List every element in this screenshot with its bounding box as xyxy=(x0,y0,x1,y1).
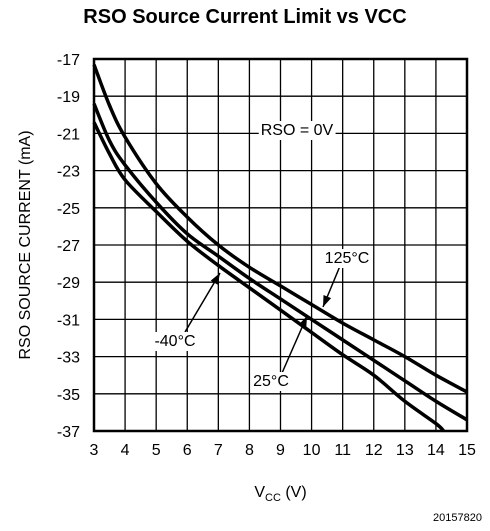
y-tick-label: -19 xyxy=(57,89,80,106)
series-label-2-bg xyxy=(152,332,198,351)
series-line-1 xyxy=(92,102,468,422)
x-tick-labels: 3 4 5 6 7 8 9 10 11 12 13 14 15 xyxy=(90,442,476,459)
x-tick-label: 7 xyxy=(214,442,223,459)
x-tick-label: 10 xyxy=(303,442,321,459)
condition-label-bg xyxy=(258,121,336,140)
x-tick-label: 11 xyxy=(334,442,351,459)
y-tick-labels: -17 -19 -21 -23 -25 -27 -29 -31 -33 -35 -37 xyxy=(57,52,80,441)
series-arrow-0-head xyxy=(323,295,332,307)
series-arrow-2-head xyxy=(210,273,220,285)
y-tick-label: -33 xyxy=(57,350,80,367)
x-axis-title-sub: CC xyxy=(265,492,281,504)
y-tick-label: -35 xyxy=(57,387,80,404)
y-tick-label: -21 xyxy=(57,126,80,143)
series-label-1-bg xyxy=(251,372,291,391)
x-tick-label: 14 xyxy=(427,442,445,459)
x-tick-label: 6 xyxy=(183,442,192,459)
series-label-0: 125°C xyxy=(325,250,370,267)
y-tick-label: -25 xyxy=(57,201,80,218)
x-tick-label: 4 xyxy=(121,442,130,459)
x-axis-title: VCC (V) xyxy=(254,484,306,504)
series-label-0-bg xyxy=(322,249,372,268)
series-label-2: -40°C xyxy=(154,333,195,350)
y-tick-label: -37 xyxy=(57,424,80,441)
x-tick-label: 5 xyxy=(152,442,161,459)
x-tick-label: 13 xyxy=(396,442,414,459)
annotations: RSO = 0V 125°C 25°C -40°C xyxy=(152,121,372,391)
chart-title: RSO Source Current Limit vs VCC xyxy=(83,6,407,28)
series-arrow-2 xyxy=(184,272,221,333)
x-tick-label: 15 xyxy=(458,442,476,459)
series-line-2 xyxy=(92,121,445,433)
x-tick-label: 3 xyxy=(90,442,99,459)
series-arrow-1-head xyxy=(298,316,307,328)
plot-frame xyxy=(92,57,469,433)
x-tick-label: 9 xyxy=(276,442,285,459)
figure-id: 20157820 xyxy=(433,512,482,524)
y-tick-label: -17 xyxy=(57,52,80,69)
series-label-1: 25°C xyxy=(253,373,289,390)
series-line-0 xyxy=(92,63,468,394)
series-layer xyxy=(92,63,468,433)
y-tick-label: -23 xyxy=(57,164,80,181)
y-axis-title: RSO SOURCE CURRENT (mA) xyxy=(17,130,34,359)
y-tick-label: -29 xyxy=(57,275,80,292)
y-tick-label: -31 xyxy=(57,312,80,329)
x-tick-label: 8 xyxy=(245,442,254,459)
y-tick-label: -27 xyxy=(57,238,80,255)
x-axis-title-main: V xyxy=(254,484,265,501)
x-tick-label: 12 xyxy=(365,442,383,459)
condition-label: RSO = 0V xyxy=(261,122,334,139)
x-axis-title-unit: (V) xyxy=(281,484,307,501)
